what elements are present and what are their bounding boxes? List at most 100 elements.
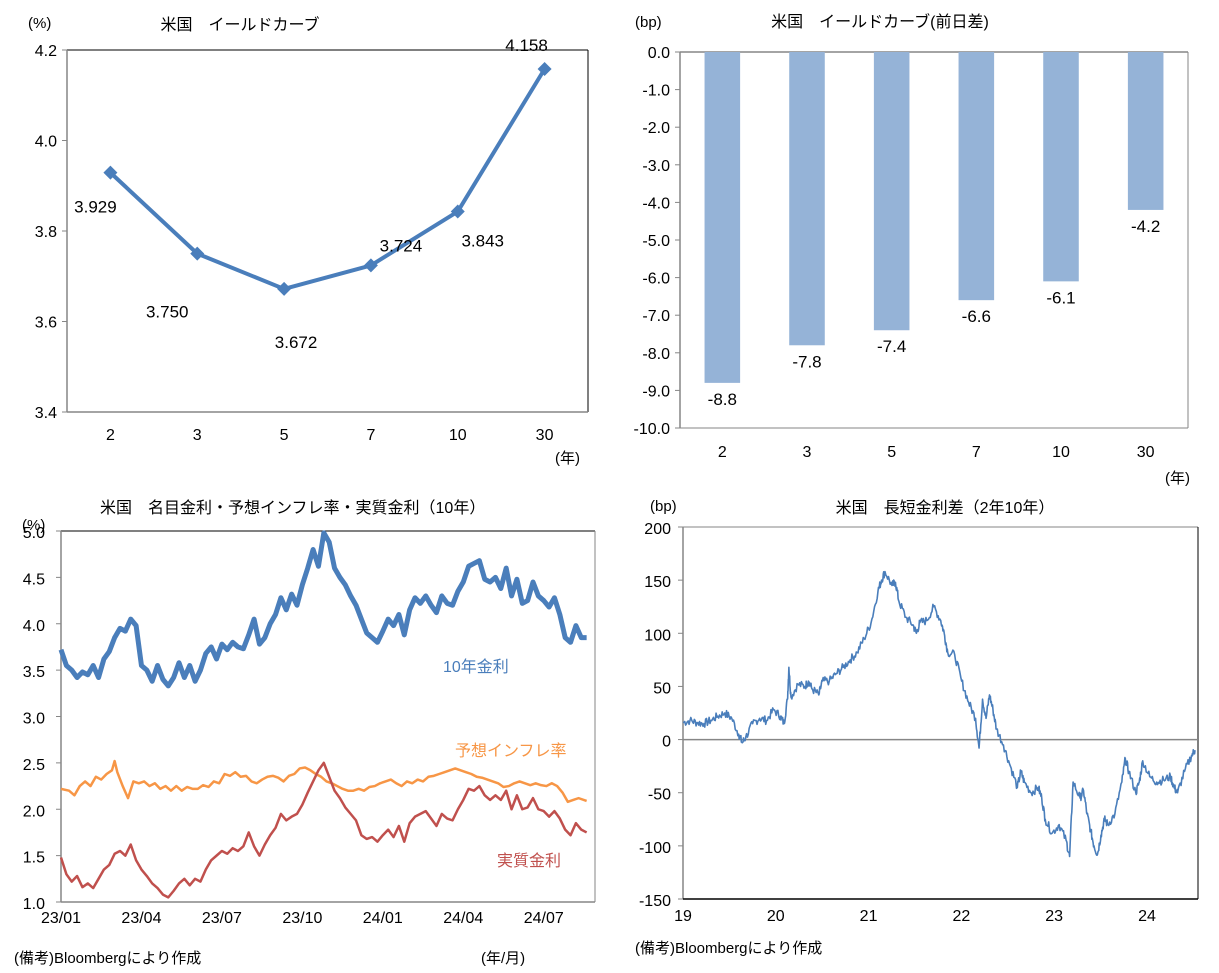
chart-title: 米国 長短金利差（2年10年）	[836, 499, 1055, 517]
bar	[1043, 52, 1079, 282]
y-tick-label: 2.5	[23, 757, 45, 774]
y-tick-label: 50	[653, 680, 671, 697]
y-tick-label: -9.0	[642, 383, 670, 400]
y-tick-label: -100	[639, 840, 671, 857]
y-tick-label: -8.0	[642, 346, 670, 363]
chart-title: 米国 名目金利・予想インフレ率・実質金利（10年）	[100, 499, 485, 517]
series-line-2	[59, 761, 588, 899]
data-marker	[537, 62, 552, 77]
data-label: -4.2	[1131, 217, 1160, 236]
series-annotation: 実質金利	[497, 852, 561, 870]
data-label: 3.750	[146, 303, 189, 322]
x-tick-label: 20	[767, 908, 785, 925]
series-line-1	[60, 759, 588, 804]
chart-title: 米国 イールドカーブ(前日差)	[771, 12, 989, 31]
y-unit-label: (%)	[28, 15, 51, 32]
source-note: (備考)Bloombergにより作成	[635, 940, 822, 957]
data-label: -6.1	[1046, 288, 1075, 307]
data-marker	[190, 246, 205, 261]
x-tick-label: 10	[449, 427, 467, 444]
x-tick-label: 23	[1045, 908, 1063, 925]
y-tick-label: -4.0	[642, 195, 670, 212]
y-tick-label: 4.5	[23, 571, 45, 588]
x-tick-label: 2	[718, 444, 727, 461]
y-tick-label: 1.0	[23, 896, 45, 913]
y-tick-label: -6.0	[642, 271, 670, 288]
y-tick-label: -2.0	[642, 120, 670, 137]
bar	[789, 52, 825, 346]
x-tick-label: 21	[860, 908, 878, 925]
x-tick-label: 5	[887, 444, 896, 461]
data-marker	[363, 258, 378, 273]
x-tick-label: 2	[106, 427, 115, 444]
x-tick-label: 19	[674, 908, 692, 925]
x-tick-label: 30	[536, 427, 554, 444]
x-tick-label: 23/07	[202, 910, 242, 927]
yield-curve-chart: 3.4 3.6 3.8 4.0 4.2 2 3 5 7 10 30 米国 イールドカーブ (%) (年) 3…	[28, 15, 589, 467]
x-unit-label: (年)	[555, 450, 580, 467]
bar	[958, 52, 995, 301]
y-tick-label: 5.0	[23, 525, 45, 542]
x-tick-label: 24/07	[524, 910, 564, 927]
data-label: -8.8	[708, 390, 737, 409]
y-tick-label: -5.0	[642, 233, 670, 250]
y-tick-label: -3.0	[642, 158, 670, 175]
y-tick-label: -150	[639, 893, 671, 910]
data-label: 3.724	[380, 236, 423, 255]
data-marker	[450, 204, 465, 219]
y-tick-label: 4.0	[23, 618, 45, 635]
x-tick-label: 23/01	[41, 910, 81, 927]
y-tick-label: 3.5	[23, 664, 45, 681]
y-tick-label: 3.4	[35, 405, 57, 422]
y-tick-label: 4.2	[35, 43, 57, 60]
data-label: 4.158	[505, 36, 548, 55]
x-tick-label: 24/04	[443, 910, 483, 927]
source-note: (備考)Bloombergにより作成	[14, 950, 201, 967]
data-label: 3.929	[74, 198, 117, 217]
y-tick-label: -50	[648, 787, 671, 804]
y-tick-label: 3.8	[35, 224, 57, 241]
x-tick-label: 23/10	[282, 910, 322, 927]
series-annotation: 10年金利	[443, 658, 509, 676]
bar	[1127, 52, 1164, 210]
x-unit-label: (年)	[1165, 470, 1190, 487]
x-unit-label: (年/月)	[481, 950, 525, 967]
y-tick-label: 200	[644, 521, 671, 538]
y-tick-label: 2.0	[23, 803, 45, 820]
y-tick-label: 150	[644, 574, 671, 591]
data-label: -7.8	[792, 352, 821, 371]
y-tick-label: -1.0	[642, 83, 670, 100]
yield-curve-change-chart: 0.0 -1.0 -2.0 -3.0 -4.0 -5.0 -6.0 -7.0 -8.0 -9.0 -…	[634, 12, 1190, 487]
x-tick-label: 10	[1052, 444, 1070, 461]
x-tick-label: 7	[366, 427, 375, 444]
y-tick-label: -7.0	[642, 308, 670, 325]
nominal-breakeven-real-chart: 1.0 1.5 2.0 2.5 3.0 3.5 4.0 4.5 5.0 23/01 23/04 23/…	[14, 499, 596, 967]
series-annotation: 予想インフレ率	[455, 742, 567, 760]
x-tick-label: 23/04	[121, 910, 161, 927]
y-tick-label: 3.6	[35, 315, 57, 332]
data-label: -7.4	[877, 337, 906, 356]
y-tick-label: 100	[644, 627, 671, 644]
y-tick-label: 1.5	[23, 850, 45, 867]
y-unit-label: (%)	[22, 517, 45, 534]
y-tick-label: 4.0	[35, 134, 57, 151]
spread-line	[682, 570, 1196, 858]
y-tick-label: -10.0	[634, 421, 671, 438]
data-marker	[277, 281, 292, 296]
data-label: 3.843	[461, 232, 504, 251]
series-line-0	[58, 530, 587, 689]
yield-line	[109, 67, 547, 291]
data-marker	[103, 165, 118, 180]
y-tick-label: 0	[662, 734, 671, 751]
data-label: -6.6	[962, 307, 991, 326]
x-tick-label: 7	[972, 444, 981, 461]
x-tick-label: 24	[1138, 908, 1156, 925]
y-unit-label: (bp)	[635, 14, 662, 31]
chart-title: 米国 イールドカーブ	[160, 15, 319, 34]
y-tick-label: 0.0	[648, 45, 670, 62]
x-tick-label: 3	[803, 444, 812, 461]
x-tick-label: 5	[280, 427, 289, 444]
y-tick-label: 3.0	[23, 711, 45, 728]
bar	[873, 52, 910, 331]
